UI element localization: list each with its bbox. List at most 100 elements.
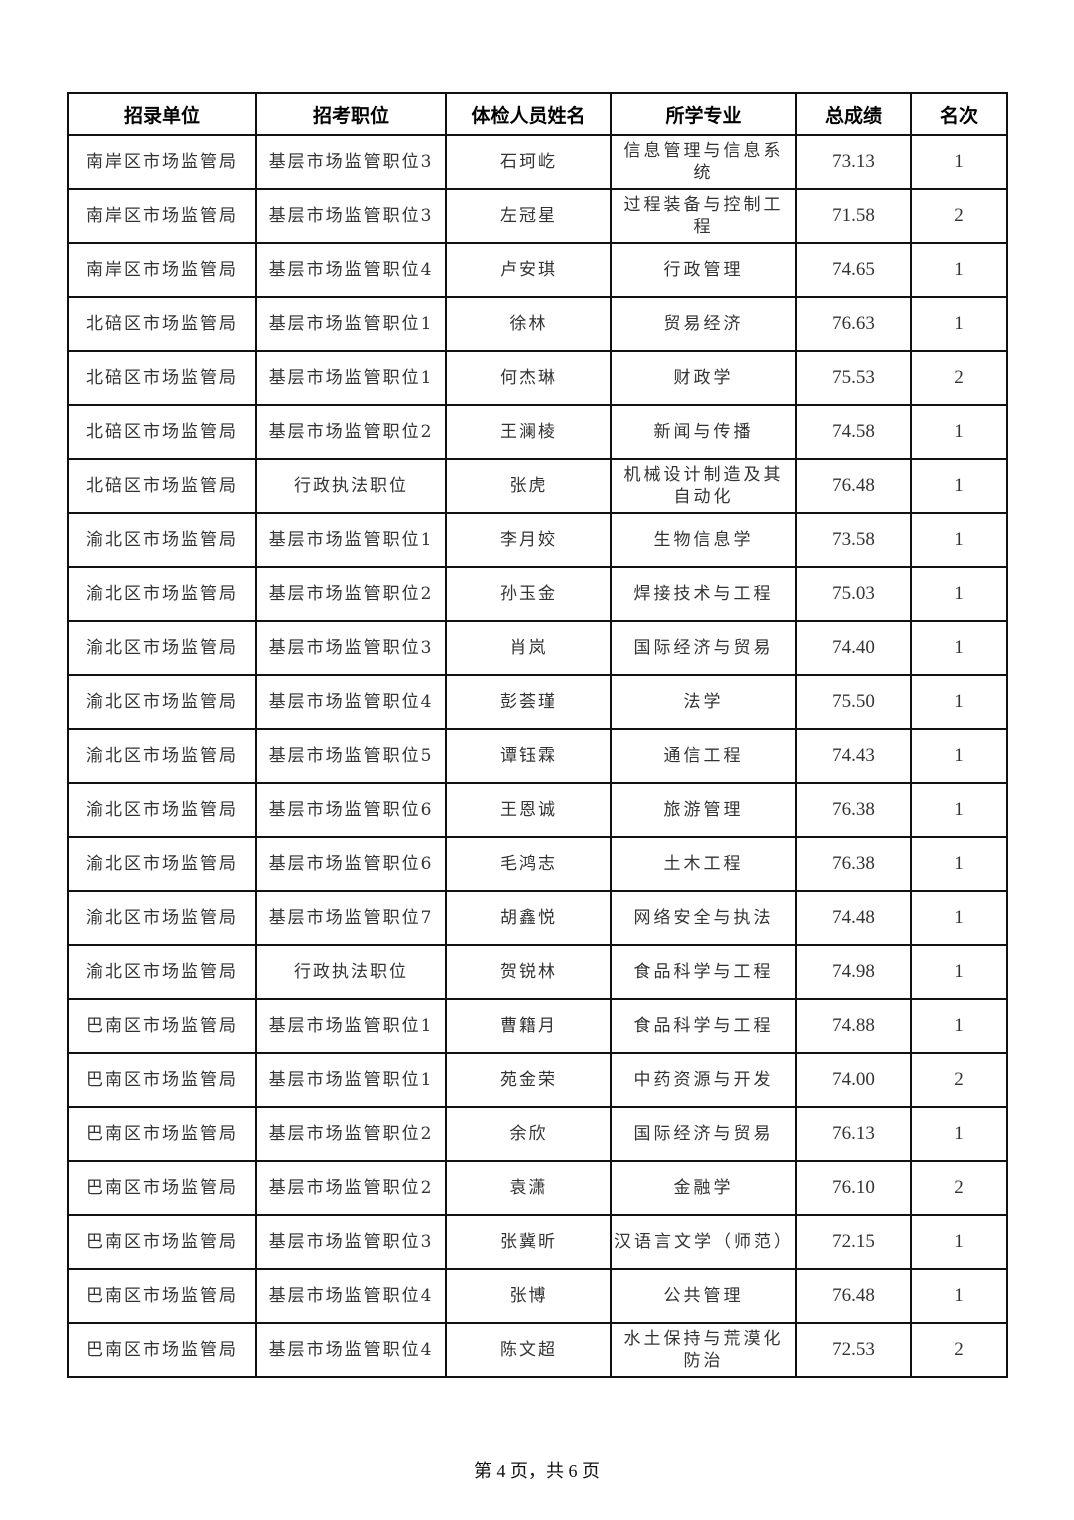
header-score: 总成绩 bbox=[795, 92, 912, 136]
cell-unit: 巴南区市场监管局 bbox=[67, 1106, 257, 1162]
cell-name: 张冀昕 bbox=[445, 1214, 612, 1270]
cell-major: 生物信息学 bbox=[610, 512, 797, 568]
cell-name: 何杰琳 bbox=[445, 350, 612, 406]
cell-rank: 1 bbox=[910, 836, 1008, 892]
cell-score: 76.38 bbox=[795, 836, 912, 892]
cell-major: 土木工程 bbox=[610, 836, 797, 892]
cell-position: 基层市场监管职位1 bbox=[255, 512, 447, 568]
cell-position: 基层市场监管职位4 bbox=[255, 1268, 447, 1324]
cell-unit: 渝北区市场监管局 bbox=[67, 782, 257, 838]
cell-score: 75.50 bbox=[795, 674, 912, 730]
table-row: 北碚区市场监管局 基层市场监管职位1 徐林 贸易经济 76.63 1 bbox=[67, 296, 1008, 352]
table-row: 渝北区市场监管局 基层市场监管职位2 孙玉金 焊接技术与工程 75.03 1 bbox=[67, 566, 1008, 622]
cell-major: 公共管理 bbox=[610, 1268, 797, 1324]
header-rank: 名次 bbox=[910, 92, 1008, 136]
cell-major: 焊接技术与工程 bbox=[610, 566, 797, 622]
cell-rank: 1 bbox=[910, 998, 1008, 1054]
header-row: 招录单位 招考职位 体检人员姓名 所学专业 总成绩 名次 bbox=[67, 92, 1008, 136]
cell-score: 76.10 bbox=[795, 1160, 912, 1216]
cell-unit: 南岸区市场监管局 bbox=[67, 242, 257, 298]
cell-unit: 巴南区市场监管局 bbox=[67, 1160, 257, 1216]
table-row: 渝北区市场监管局 基层市场监管职位1 李月姣 生物信息学 73.58 1 bbox=[67, 512, 1008, 568]
table-row: 北碚区市场监管局 基层市场监管职位1 何杰琳 财政学 75.53 2 bbox=[67, 350, 1008, 406]
cell-unit: 渝北区市场监管局 bbox=[67, 890, 257, 946]
table-row: 南岸区市场监管局 基层市场监管职位3 左冠星 过程装备与控制工程 71.58 2 bbox=[67, 188, 1008, 244]
cell-position: 基层市场监管职位3 bbox=[255, 188, 447, 244]
cell-position: 基层市场监管职位6 bbox=[255, 836, 447, 892]
cell-major: 汉语言文学（师范） bbox=[610, 1214, 797, 1270]
cell-unit: 巴南区市场监管局 bbox=[67, 1268, 257, 1324]
cell-position: 基层市场监管职位7 bbox=[255, 890, 447, 946]
cell-name: 贺锐林 bbox=[445, 944, 612, 1000]
cell-name: 张虎 bbox=[445, 458, 612, 514]
cell-position: 基层市场监管职位4 bbox=[255, 1322, 447, 1378]
cell-name: 余欣 bbox=[445, 1106, 612, 1162]
cell-position: 基层市场监管职位2 bbox=[255, 1106, 447, 1162]
cell-major: 通信工程 bbox=[610, 728, 797, 784]
cell-score: 73.58 bbox=[795, 512, 912, 568]
table-row: 北碚区市场监管局 基层市场监管职位2 王澜棱 新闻与传播 74.58 1 bbox=[67, 404, 1008, 460]
cell-score: 74.43 bbox=[795, 728, 912, 784]
cell-score: 74.98 bbox=[795, 944, 912, 1000]
cell-position: 基层市场监管职位4 bbox=[255, 242, 447, 298]
table-row: 巴南区市场监管局 基层市场监管职位1 苑金荣 中药资源与开发 74.00 2 bbox=[67, 1052, 1008, 1108]
header-position: 招考职位 bbox=[255, 92, 447, 136]
table-row: 巴南区市场监管局 基层市场监管职位3 张冀昕 汉语言文学（师范） 72.15 1 bbox=[67, 1214, 1008, 1270]
cell-score: 74.00 bbox=[795, 1052, 912, 1108]
cell-major: 信息管理与信息系统 bbox=[610, 134, 797, 190]
results-table: 招录单位 招考职位 体检人员姓名 所学专业 总成绩 名次 南岸区市场监管局 基层市… bbox=[67, 92, 1008, 1378]
cell-unit: 巴南区市场监管局 bbox=[67, 998, 257, 1054]
cell-name: 陈文超 bbox=[445, 1322, 612, 1378]
cell-unit: 巴南区市场监管局 bbox=[67, 1214, 257, 1270]
cell-major: 食品科学与工程 bbox=[610, 998, 797, 1054]
cell-position: 基层市场监管职位3 bbox=[255, 620, 447, 676]
cell-name: 曹籍月 bbox=[445, 998, 612, 1054]
cell-major: 旅游管理 bbox=[610, 782, 797, 838]
cell-name: 王澜棱 bbox=[445, 404, 612, 460]
cell-unit: 渝北区市场监管局 bbox=[67, 566, 257, 622]
table-row: 南岸区市场监管局 基层市场监管职位4 卢安琪 行政管理 74.65 1 bbox=[67, 242, 1008, 298]
cell-name: 谭钰霖 bbox=[445, 728, 612, 784]
cell-position: 基层市场监管职位2 bbox=[255, 1160, 447, 1216]
cell-score: 71.58 bbox=[795, 188, 912, 244]
cell-position: 基层市场监管职位1 bbox=[255, 350, 447, 406]
cell-name: 苑金荣 bbox=[445, 1052, 612, 1108]
cell-rank: 2 bbox=[910, 1052, 1008, 1108]
cell-rank: 2 bbox=[910, 1322, 1008, 1378]
cell-major: 国际经济与贸易 bbox=[610, 1106, 797, 1162]
cell-name: 徐林 bbox=[445, 296, 612, 352]
cell-name: 王恩诚 bbox=[445, 782, 612, 838]
table-row: 巴南区市场监管局 基层市场监管职位2 袁潇 金融学 76.10 2 bbox=[67, 1160, 1008, 1216]
cell-rank: 1 bbox=[910, 404, 1008, 460]
cell-unit: 渝北区市场监管局 bbox=[67, 620, 257, 676]
cell-position: 基层市场监管职位5 bbox=[255, 728, 447, 784]
cell-major: 行政管理 bbox=[610, 242, 797, 298]
cell-position: 行政执法职位 bbox=[255, 944, 447, 1000]
cell-name: 孙玉金 bbox=[445, 566, 612, 622]
cell-position: 基层市场监管职位4 bbox=[255, 674, 447, 730]
cell-name: 毛鸿志 bbox=[445, 836, 612, 892]
cell-unit: 渝北区市场监管局 bbox=[67, 836, 257, 892]
cell-name: 胡鑫悦 bbox=[445, 890, 612, 946]
cell-major: 水土保持与荒漠化防治 bbox=[610, 1322, 797, 1378]
table-row: 渝北区市场监管局 基层市场监管职位4 彭荟瑾 法学 75.50 1 bbox=[67, 674, 1008, 730]
cell-unit: 渝北区市场监管局 bbox=[67, 944, 257, 1000]
table-row: 渝北区市场监管局 基层市场监管职位6 王恩诚 旅游管理 76.38 1 bbox=[67, 782, 1008, 838]
cell-score: 76.13 bbox=[795, 1106, 912, 1162]
cell-rank: 2 bbox=[910, 1160, 1008, 1216]
cell-position: 基层市场监管职位1 bbox=[255, 1052, 447, 1108]
cell-rank: 1 bbox=[910, 1214, 1008, 1270]
cell-unit: 北碚区市场监管局 bbox=[67, 404, 257, 460]
cell-rank: 1 bbox=[910, 134, 1008, 190]
cell-major: 新闻与传播 bbox=[610, 404, 797, 460]
cell-score: 74.48 bbox=[795, 890, 912, 946]
cell-name: 袁潇 bbox=[445, 1160, 612, 1216]
cell-rank: 2 bbox=[910, 350, 1008, 406]
cell-position: 基层市场监管职位1 bbox=[255, 296, 447, 352]
cell-unit: 南岸区市场监管局 bbox=[67, 134, 257, 190]
cell-rank: 1 bbox=[910, 728, 1008, 784]
cell-unit: 渝北区市场监管局 bbox=[67, 674, 257, 730]
cell-unit: 北碚区市场监管局 bbox=[67, 458, 257, 514]
cell-rank: 1 bbox=[910, 566, 1008, 622]
cell-rank: 1 bbox=[910, 458, 1008, 514]
